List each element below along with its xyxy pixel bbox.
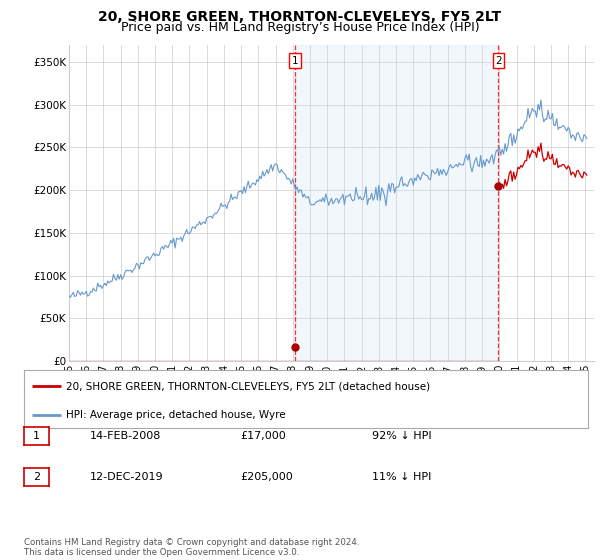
Text: 11% ↓ HPI: 11% ↓ HPI — [372, 472, 431, 482]
Text: 20, SHORE GREEN, THORNTON-CLEVELEYS, FY5 2LT (detached house): 20, SHORE GREEN, THORNTON-CLEVELEYS, FY5… — [66, 381, 430, 391]
Text: 92% ↓ HPI: 92% ↓ HPI — [372, 431, 431, 441]
Text: 2: 2 — [495, 56, 502, 66]
Text: £205,000: £205,000 — [240, 472, 293, 482]
Text: £17,000: £17,000 — [240, 431, 286, 441]
Text: 2: 2 — [33, 472, 40, 482]
Text: 20, SHORE GREEN, THORNTON-CLEVELEYS, FY5 2LT: 20, SHORE GREEN, THORNTON-CLEVELEYS, FY5… — [98, 10, 502, 24]
Text: Contains HM Land Registry data © Crown copyright and database right 2024.
This d: Contains HM Land Registry data © Crown c… — [24, 538, 359, 557]
Text: HPI: Average price, detached house, Wyre: HPI: Average price, detached house, Wyre — [66, 410, 286, 421]
Text: 1: 1 — [33, 431, 40, 441]
Text: 14-FEB-2008: 14-FEB-2008 — [90, 431, 161, 441]
Text: 12-DEC-2019: 12-DEC-2019 — [90, 472, 164, 482]
Bar — [295, 45, 499, 361]
Text: Price paid vs. HM Land Registry’s House Price Index (HPI): Price paid vs. HM Land Registry’s House … — [121, 21, 479, 34]
Text: 1: 1 — [292, 56, 298, 66]
